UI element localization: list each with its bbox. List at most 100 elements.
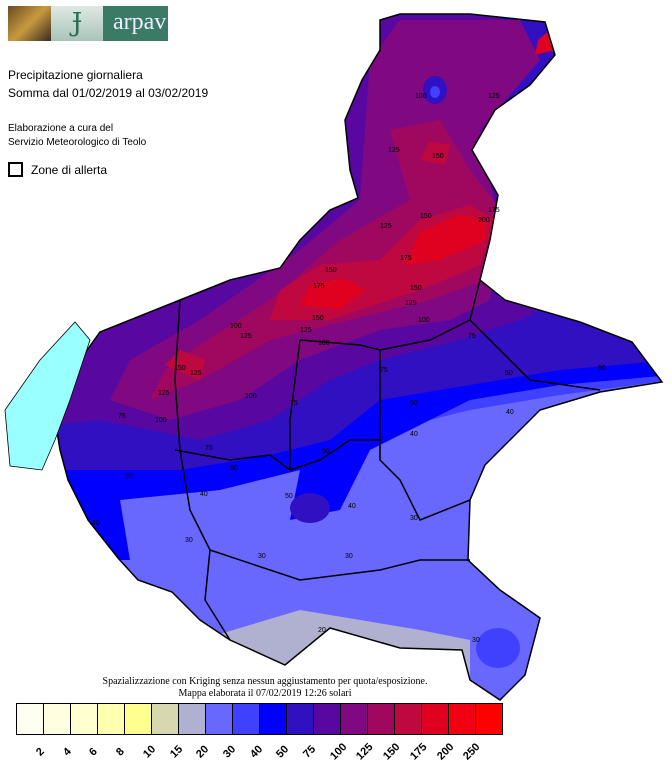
map-period: Somma dal 01/02/2019 al 03/02/2019 (8, 86, 209, 100)
generation-note: Mappa elaborata il 07/02/2019 12:26 sola… (178, 688, 352, 699)
contour-label: 75 (118, 413, 126, 420)
contour-label: 150 (410, 285, 422, 292)
contour-label: 75 (205, 445, 213, 452)
legend-swatch (125, 704, 152, 734)
contour-label: 150 (432, 153, 444, 160)
contour-label: 125 (190, 370, 202, 377)
band-150 (150, 120, 500, 400)
contour-label: 175 (313, 283, 325, 290)
contour-label: 30 (472, 637, 480, 644)
zone-square-icon (8, 162, 23, 177)
legend-swatch (260, 704, 287, 734)
legend-swatch (287, 704, 314, 734)
arpav-mark-icon: Ɉ (51, 6, 103, 41)
contour-label: 100 (230, 323, 242, 330)
legend-swatch (449, 704, 476, 734)
contour-label: 40 (506, 409, 514, 416)
zone-boundary (209, 549, 470, 581)
contour-label: 30 (345, 553, 353, 560)
legend-swatch (233, 704, 260, 734)
contour-label: 75 (468, 333, 476, 340)
contour-label: 200 (478, 217, 490, 224)
contour-label: 50 (505, 370, 513, 377)
legend-swatch (206, 704, 233, 734)
band-175-north (420, 142, 450, 165)
legend-swatch (179, 704, 206, 734)
contour-label: 50 (410, 400, 418, 407)
contour-label: 125 (158, 390, 170, 397)
zone-boundaries (174, 279, 601, 641)
contour-label: 125 (488, 93, 500, 100)
band-125 (110, 20, 540, 420)
contour-label: 30 (410, 515, 418, 522)
contour-label: 100 (155, 417, 167, 424)
contour-label: 50 (230, 465, 238, 472)
contour-label: 30 (185, 537, 193, 544)
legend-swatch (71, 704, 98, 734)
band-40-south (476, 628, 520, 668)
color-legend (16, 703, 503, 735)
org-line-1: Elaborazione a cura del (8, 123, 114, 134)
contour-label: 40 (348, 503, 356, 510)
band-50-center (290, 493, 330, 523)
legend-swatch (17, 704, 44, 734)
contour-label: 125 (405, 300, 417, 307)
contour-label: 40 (92, 520, 100, 527)
contour-label: 125 (388, 147, 400, 154)
legend-swatch (341, 704, 368, 734)
legend-swatch (98, 704, 125, 734)
contour-label: 100 (418, 317, 430, 324)
contour-label: 50 (125, 473, 133, 480)
legend-swatch (314, 704, 341, 734)
contour-label: 125 (380, 223, 392, 230)
zone-label: Zone di allerta (31, 162, 108, 177)
contour-label: 100 (245, 393, 257, 400)
contour-label: 150 (174, 365, 186, 372)
band-40-peak (430, 86, 440, 98)
legend-swatch (476, 704, 502, 734)
contour-label: 50 (598, 365, 606, 372)
legend-swatch (152, 704, 179, 734)
contour-label: 20 (318, 627, 326, 634)
contour-label: 50 (285, 493, 293, 500)
legend-swatch (395, 704, 422, 734)
band-200-east (405, 215, 485, 265)
contour-label: 75 (290, 400, 298, 407)
contour-label: 40 (200, 491, 208, 498)
lion-emblem-icon (8, 6, 51, 41)
contour-label: 100 (415, 93, 427, 100)
zone-boundary (379, 440, 471, 521)
org-line-2: Servizio Meteorologico di Teolo (8, 137, 147, 148)
contour-label: 150 (312, 315, 324, 322)
legend-swatch (422, 704, 449, 734)
zone-legend: Zone di allerta (8, 162, 107, 177)
zone-boundary (299, 279, 481, 351)
zone-boundary (174, 299, 231, 641)
contour-label: 50 (322, 448, 330, 455)
contour-label: 100 (318, 340, 330, 347)
zone-boundary (469, 319, 601, 391)
band-200-center (300, 278, 365, 310)
method-note: Spazializzazione con Kriging senza nessu… (102, 676, 428, 687)
contour-label: 175 (400, 255, 412, 262)
contour-label: 175 (488, 207, 500, 214)
logo-text: arpav (103, 6, 168, 41)
zone-boundary (174, 350, 381, 471)
contour-label: 125 (240, 333, 252, 340)
contour-label: 125 (300, 327, 312, 334)
zone-boundary (289, 339, 301, 470)
contour-label: 150 (420, 213, 432, 220)
map-title: Precipitazione giornaliera (8, 68, 143, 82)
contour-label: 30 (258, 553, 266, 560)
contour-label: 75 (380, 367, 388, 374)
lake-garda (4, 321, 91, 471)
legend-swatch (44, 704, 71, 734)
legend-swatch (368, 704, 395, 734)
contour-label: 40 (410, 431, 418, 438)
band-175-west (165, 350, 205, 380)
contour-label: 150 (325, 267, 337, 274)
